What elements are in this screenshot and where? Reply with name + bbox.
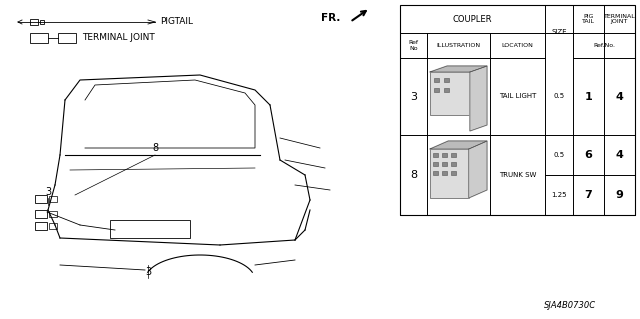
Text: Ref.No.: Ref.No.: [593, 43, 615, 48]
Text: PIGTAIL: PIGTAIL: [160, 18, 193, 26]
Bar: [35, 222, 47, 230]
Text: 3: 3: [145, 267, 151, 277]
Text: 1: 1: [584, 92, 593, 101]
Bar: [434, 88, 439, 92]
Bar: [400, 5, 635, 215]
Text: LOCATION: LOCATION: [502, 43, 533, 48]
Bar: [442, 171, 447, 175]
Bar: [444, 88, 449, 92]
Text: SIZE: SIZE: [551, 28, 567, 34]
Text: PIG
TAIL: PIG TAIL: [582, 14, 595, 24]
Text: 7: 7: [584, 190, 593, 200]
Text: Ref
No: Ref No: [408, 40, 419, 51]
Bar: [58, 33, 76, 43]
Bar: [434, 78, 439, 82]
Bar: [110, 220, 190, 238]
Text: 9: 9: [616, 190, 623, 200]
Bar: [49, 223, 57, 229]
Text: 0.5: 0.5: [554, 93, 564, 100]
Bar: [444, 78, 449, 82]
Text: 3: 3: [410, 92, 417, 101]
Text: 3: 3: [45, 187, 51, 197]
Bar: [442, 153, 447, 157]
Bar: [430, 72, 470, 115]
Bar: [433, 153, 438, 157]
Text: 4: 4: [616, 92, 623, 101]
Text: 0.5: 0.5: [554, 152, 564, 158]
Bar: [40, 20, 44, 24]
Text: TERMINAL JOINT: TERMINAL JOINT: [82, 33, 155, 42]
Bar: [35, 210, 47, 218]
Polygon shape: [470, 66, 487, 131]
Text: 1.25: 1.25: [551, 192, 567, 198]
Text: 8: 8: [152, 143, 158, 153]
Bar: [30, 33, 48, 43]
Bar: [433, 162, 438, 166]
Bar: [433, 171, 438, 175]
Text: COUPLER: COUPLER: [452, 14, 492, 24]
Polygon shape: [468, 141, 487, 198]
Bar: [49, 211, 57, 217]
Text: 8: 8: [410, 170, 417, 180]
Polygon shape: [430, 141, 487, 149]
Text: 6: 6: [584, 150, 593, 160]
Polygon shape: [430, 66, 487, 72]
Bar: [451, 171, 456, 175]
Text: TRUNK SW: TRUNK SW: [499, 172, 536, 178]
Bar: [430, 149, 468, 198]
Bar: [30, 19, 38, 25]
Text: 4: 4: [616, 150, 623, 160]
Bar: [451, 162, 456, 166]
Bar: [451, 153, 456, 157]
Bar: [49, 196, 57, 202]
Bar: [35, 195, 47, 203]
Text: SJA4B0730C: SJA4B0730C: [544, 300, 596, 309]
Text: ILLUSTRATION: ILLUSTRATION: [436, 43, 481, 48]
Text: TAIL LIGHT: TAIL LIGHT: [499, 93, 536, 100]
Text: TERMINAL
JOINT: TERMINAL JOINT: [604, 14, 636, 24]
Bar: [442, 162, 447, 166]
Text: FR.: FR.: [321, 13, 340, 23]
